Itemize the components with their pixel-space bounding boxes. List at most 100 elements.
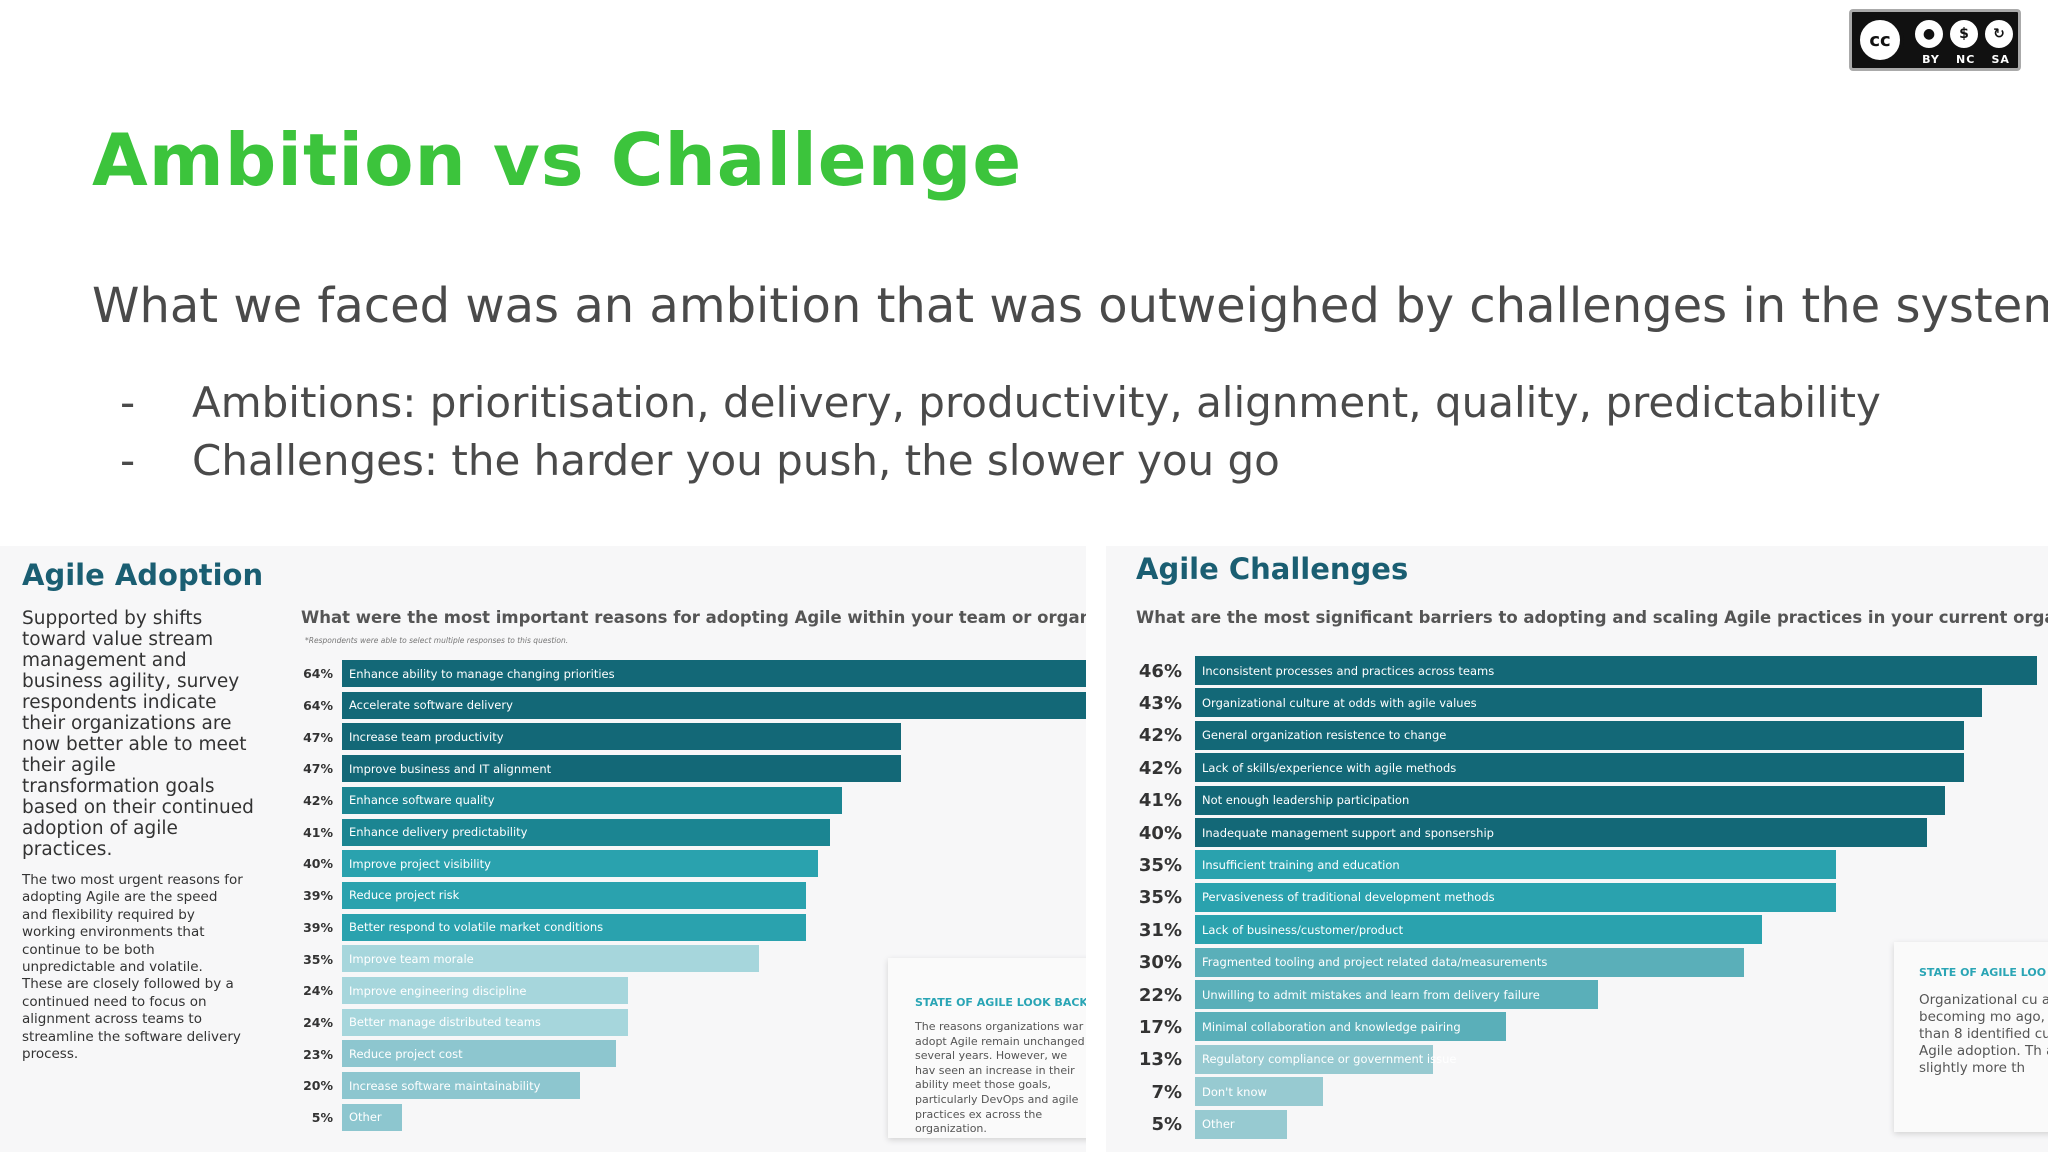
bar-value-label: 42% [303, 793, 333, 809]
bar-category-label: Improve project visibility [349, 856, 491, 871]
bar: Increase team productivity [342, 723, 901, 751]
bar-category-label: Inconsistent processes and practices acr… [1202, 663, 1495, 678]
bar: Improve engineering discipline [342, 977, 628, 1004]
adoption-lookback-card: STATE OF AGILE LOOK BACK The reasons org… [888, 958, 1086, 1138]
cc-label-by: BY [1922, 53, 1940, 66]
adoption-lookback-body: The reasons organizations war adopt Agil… [915, 1020, 1085, 1136]
bar: Inconsistent processes and practices acr… [1195, 656, 2037, 685]
bar: Regulatory compliance or government issu… [1195, 1044, 1456, 1074]
bar-category-label: Unwilling to admit mistakes and learn fr… [1202, 987, 1540, 1002]
bar-value-label: 39% [303, 919, 333, 935]
bullet-dash: - [120, 436, 136, 485]
bar: Reduce project cost [342, 1040, 616, 1068]
slide-subtitle: What we faced was an ambition that was o… [92, 278, 2048, 334]
bar: Enhance delivery predictability [342, 818, 830, 846]
bar-value-label: 7% [1151, 1081, 1182, 1103]
challenges-question: What are the most significant barriers t… [1136, 608, 2048, 627]
bar-category-label: Insufficient training and education [1202, 857, 1400, 872]
bar-value-label: 22% [1138, 984, 1182, 1006]
adoption-paragraph-1: Supported by shifts toward value stream … [22, 608, 254, 860]
bar: Not enough leadership participation [1195, 785, 1945, 815]
bar: Increase software maintainability [342, 1072, 580, 1100]
bullet-text: Ambitions: prioritisation, delivery, pro… [192, 378, 1881, 427]
bar-value-label: 17% [1138, 1016, 1182, 1038]
bar-category-label: General organization resistence to chang… [1202, 728, 1447, 743]
bar-value-label: 40% [303, 856, 333, 872]
by-icon: ● [1912, 17, 1946, 51]
bar-category-label: Reduce project risk [349, 888, 460, 903]
bar-value-label: 64% [303, 697, 333, 713]
bar-category-label: Enhance delivery predictability [349, 825, 528, 839]
bar-value-label: 35% [1138, 887, 1182, 909]
bar: Fragmented tooling and project related d… [1195, 947, 1744, 977]
bar-value-label: 35% [303, 951, 333, 967]
cc-label-sa: SA [1991, 53, 2010, 66]
bar: Reduce project risk [342, 881, 806, 909]
bar-value-label: 13% [1138, 1049, 1182, 1071]
challenges-heading: Agile Challenges [1136, 552, 1409, 586]
bar-value-label: 39% [303, 888, 333, 904]
bar-value-label: 24% [303, 983, 333, 999]
bar-category-label: Lack of skills/experience with agile met… [1202, 760, 1457, 775]
bar: Lack of skills/experience with agile met… [1195, 753, 1964, 783]
bullet-dash: - [120, 378, 136, 427]
bar-value-label: 31% [1138, 919, 1182, 941]
agile-adoption-panel: Agile Adoption Supported by shifts towar… [0, 546, 1086, 1152]
bar: Unwilling to admit mistakes and learn fr… [1195, 980, 1598, 1009]
challenges-lookback-title: STATE OF AGILE LOO [1919, 966, 2047, 979]
bar-category-label: Improve team morale [349, 951, 474, 966]
bar-value-label: 47% [303, 729, 333, 745]
bar-value-label: 30% [1138, 952, 1182, 974]
bar: Pervasiveness of traditional development… [1195, 882, 1836, 912]
bar: Better manage distributed teams [342, 1008, 628, 1036]
adoption-note: *Respondents were able to select multipl… [305, 636, 569, 645]
cc-labels: BY NC SA [1914, 53, 2018, 66]
bar-value-label: 42% [1138, 725, 1182, 747]
adoption-heading: Agile Adoption [22, 558, 264, 592]
cc-label-nc: NC [1956, 53, 1976, 66]
bar-category-label: Improve business and IT alignment [349, 761, 552, 776]
bar-category-label: Inadequate management support and sponse… [1202, 825, 1494, 840]
bar-value-label: 41% [303, 824, 333, 840]
bar-value-label: 42% [1138, 757, 1182, 779]
bar: Organizational culture at odds with agil… [1195, 688, 1982, 718]
bar-category-label: Accelerate software delivery [349, 698, 513, 713]
bar-category-label: Fragmented tooling and project related d… [1202, 955, 1548, 970]
bar: General organization resistence to chang… [1195, 720, 1964, 750]
bar-category-label: Regulatory compliance or government issu… [1202, 1052, 1457, 1067]
bar-category-label: Enhance software quality [349, 793, 495, 808]
bar-category-label: Other [349, 1110, 382, 1125]
bullet-challenges: - Challenges: the harder you push, the sl… [120, 436, 1280, 485]
bar: Other [342, 1103, 402, 1131]
bar: Insufficient training and education [1195, 850, 1836, 880]
bar: Accelerate software delivery [342, 691, 1086, 719]
bar-value-label: 20% [303, 1078, 333, 1094]
bar-category-label: Other [1202, 1117, 1235, 1132]
bar-category-label: Better manage distributed teams [349, 1015, 541, 1030]
bar-value-label: 5% [1151, 1114, 1182, 1136]
bar: Inadequate management support and sponse… [1195, 818, 1927, 847]
bullet-text: Challenges: the harder you push, the slo… [192, 436, 1280, 485]
bar-category-label: Enhance ability to manage changing prior… [349, 666, 615, 681]
bar-category-label: Pervasiveness of traditional development… [1202, 890, 1495, 905]
bullet-ambitions: - Ambitions: prioritisation, delivery, pr… [120, 378, 1881, 427]
slide-title: Ambition vs Challenge [92, 118, 1023, 202]
challenges-lookback-card: STATE OF AGILE LOO Organizational cu are… [1894, 942, 2048, 1132]
nc-icon: $ [1947, 17, 1981, 51]
bar-category-label: Increase software maintainability [349, 1078, 541, 1093]
bar-value-label: 41% [1138, 790, 1182, 812]
bar-value-label: 40% [1138, 822, 1182, 844]
bar: Minimal collaboration and knowledge pair… [1195, 1012, 1506, 1042]
bar-value-label: 23% [303, 1046, 333, 1062]
cc-license-badge: cc ● $ ↻ BY NC SA [1849, 9, 2021, 71]
bar: Better respond to volatile market condit… [342, 913, 806, 941]
bar-category-label: Better respond to volatile market condit… [349, 920, 604, 935]
cc-icon: cc [1856, 16, 1904, 64]
bar: Enhance software quality [342, 786, 842, 814]
sa-icon: ↻ [1982, 17, 2016, 51]
adoption-paragraph-2: The two most urgent reasons for adopting… [22, 872, 243, 1063]
bar-category-label: Minimal collaboration and knowledge pair… [1202, 1019, 1461, 1034]
bar-value-label: 35% [1138, 854, 1182, 876]
bar: Enhance ability to manage changing prior… [342, 660, 1086, 687]
bar: Lack of business/customer/product [1195, 915, 1762, 945]
